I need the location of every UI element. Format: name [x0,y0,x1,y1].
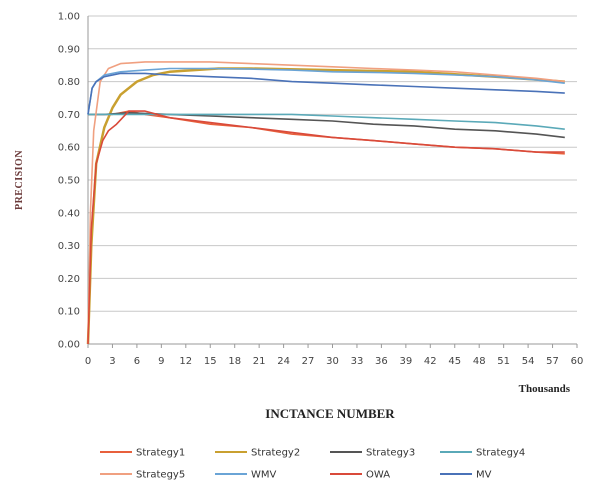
x-tick-label: 60 [571,356,584,367]
y-tick-label: 0.60 [58,143,80,154]
x-tick-label: 12 [179,356,192,367]
x-tick-label: 39 [399,356,412,367]
y-tick-label: 0.40 [58,208,80,219]
series-line-strategy3 [88,112,565,139]
x-tick-label: 51 [497,356,510,367]
x-tick-label: 18 [228,356,241,367]
y-tick-label: 0.00 [58,340,80,351]
x-tick-label: 3 [109,356,115,367]
x-tick-label: 21 [253,356,266,367]
series-lines [86,61,565,345]
x-axis-ticks: 0 3 6 9 12 15 18 21 24 27 30 33 36 39 42 45 48 51 54 57 60 [85,344,584,367]
x-tick-label: 30 [326,356,339,367]
series-line-mv [87,72,565,115]
y-axis-ticks: 0.00 0.10 0.20 0.30 0.40 0.50 0.60 0.70 0.80 0.90… [58,12,80,351]
x-tick-label: 57 [546,356,559,367]
x-axis-label: INCTANCE NUMBER [265,406,395,421]
x-tick-label: 9 [158,356,164,367]
gridlines [88,15,577,312]
y-tick-label: 0.80 [58,77,80,88]
x-tick-label: 6 [134,356,140,367]
x-tick-label: 54 [522,356,535,367]
x-tick-label: 45 [448,356,461,367]
y-tick-label: 0.90 [58,44,80,55]
y-tick-label: 0.70 [58,110,80,121]
x-tick-label: 48 [473,356,486,367]
x-tick-label: 24 [277,356,290,367]
legend: Strategy1 Strategy2 Strategy3 Strategy4 Stra… [100,448,525,481]
y-tick-label: 0.10 [58,307,80,318]
x-tick-label: 33 [351,356,364,367]
series-line-strategy4 [88,113,565,130]
y-tick-label: 1.00 [58,12,80,23]
x-tick-label: 42 [424,356,437,367]
legend-label-strategy1: Strategy1 [136,448,185,459]
y-tick-label: 0.50 [58,176,80,187]
y-tick-label: 0.20 [58,274,80,285]
legend-label-mv: MV [476,470,492,481]
series-line-owa [87,110,565,345]
x-tick-label: 27 [302,356,315,367]
series-line-strategy5 [87,61,565,345]
legend-label-strategy2: Strategy2 [251,448,300,459]
series-line-wmv [87,67,565,115]
legend-label-strategy4: Strategy4 [476,448,525,459]
x-tick-label: 15 [204,356,217,367]
x-tick-label: 0 [85,356,91,367]
legend-label-strategy3: Strategy3 [366,448,415,459]
y-tick-label: 0.30 [58,241,80,252]
legend-label-wmv: WMV [251,470,277,481]
series-line-strategy2 [86,67,565,345]
y-axis-label: PRECISION [14,150,25,210]
legend-label-owa: OWA [366,470,390,481]
x-axis-unit: Thousands [519,383,571,395]
x-tick-label: 36 [375,356,388,367]
legend-label-strategy5: Strategy5 [136,470,185,481]
